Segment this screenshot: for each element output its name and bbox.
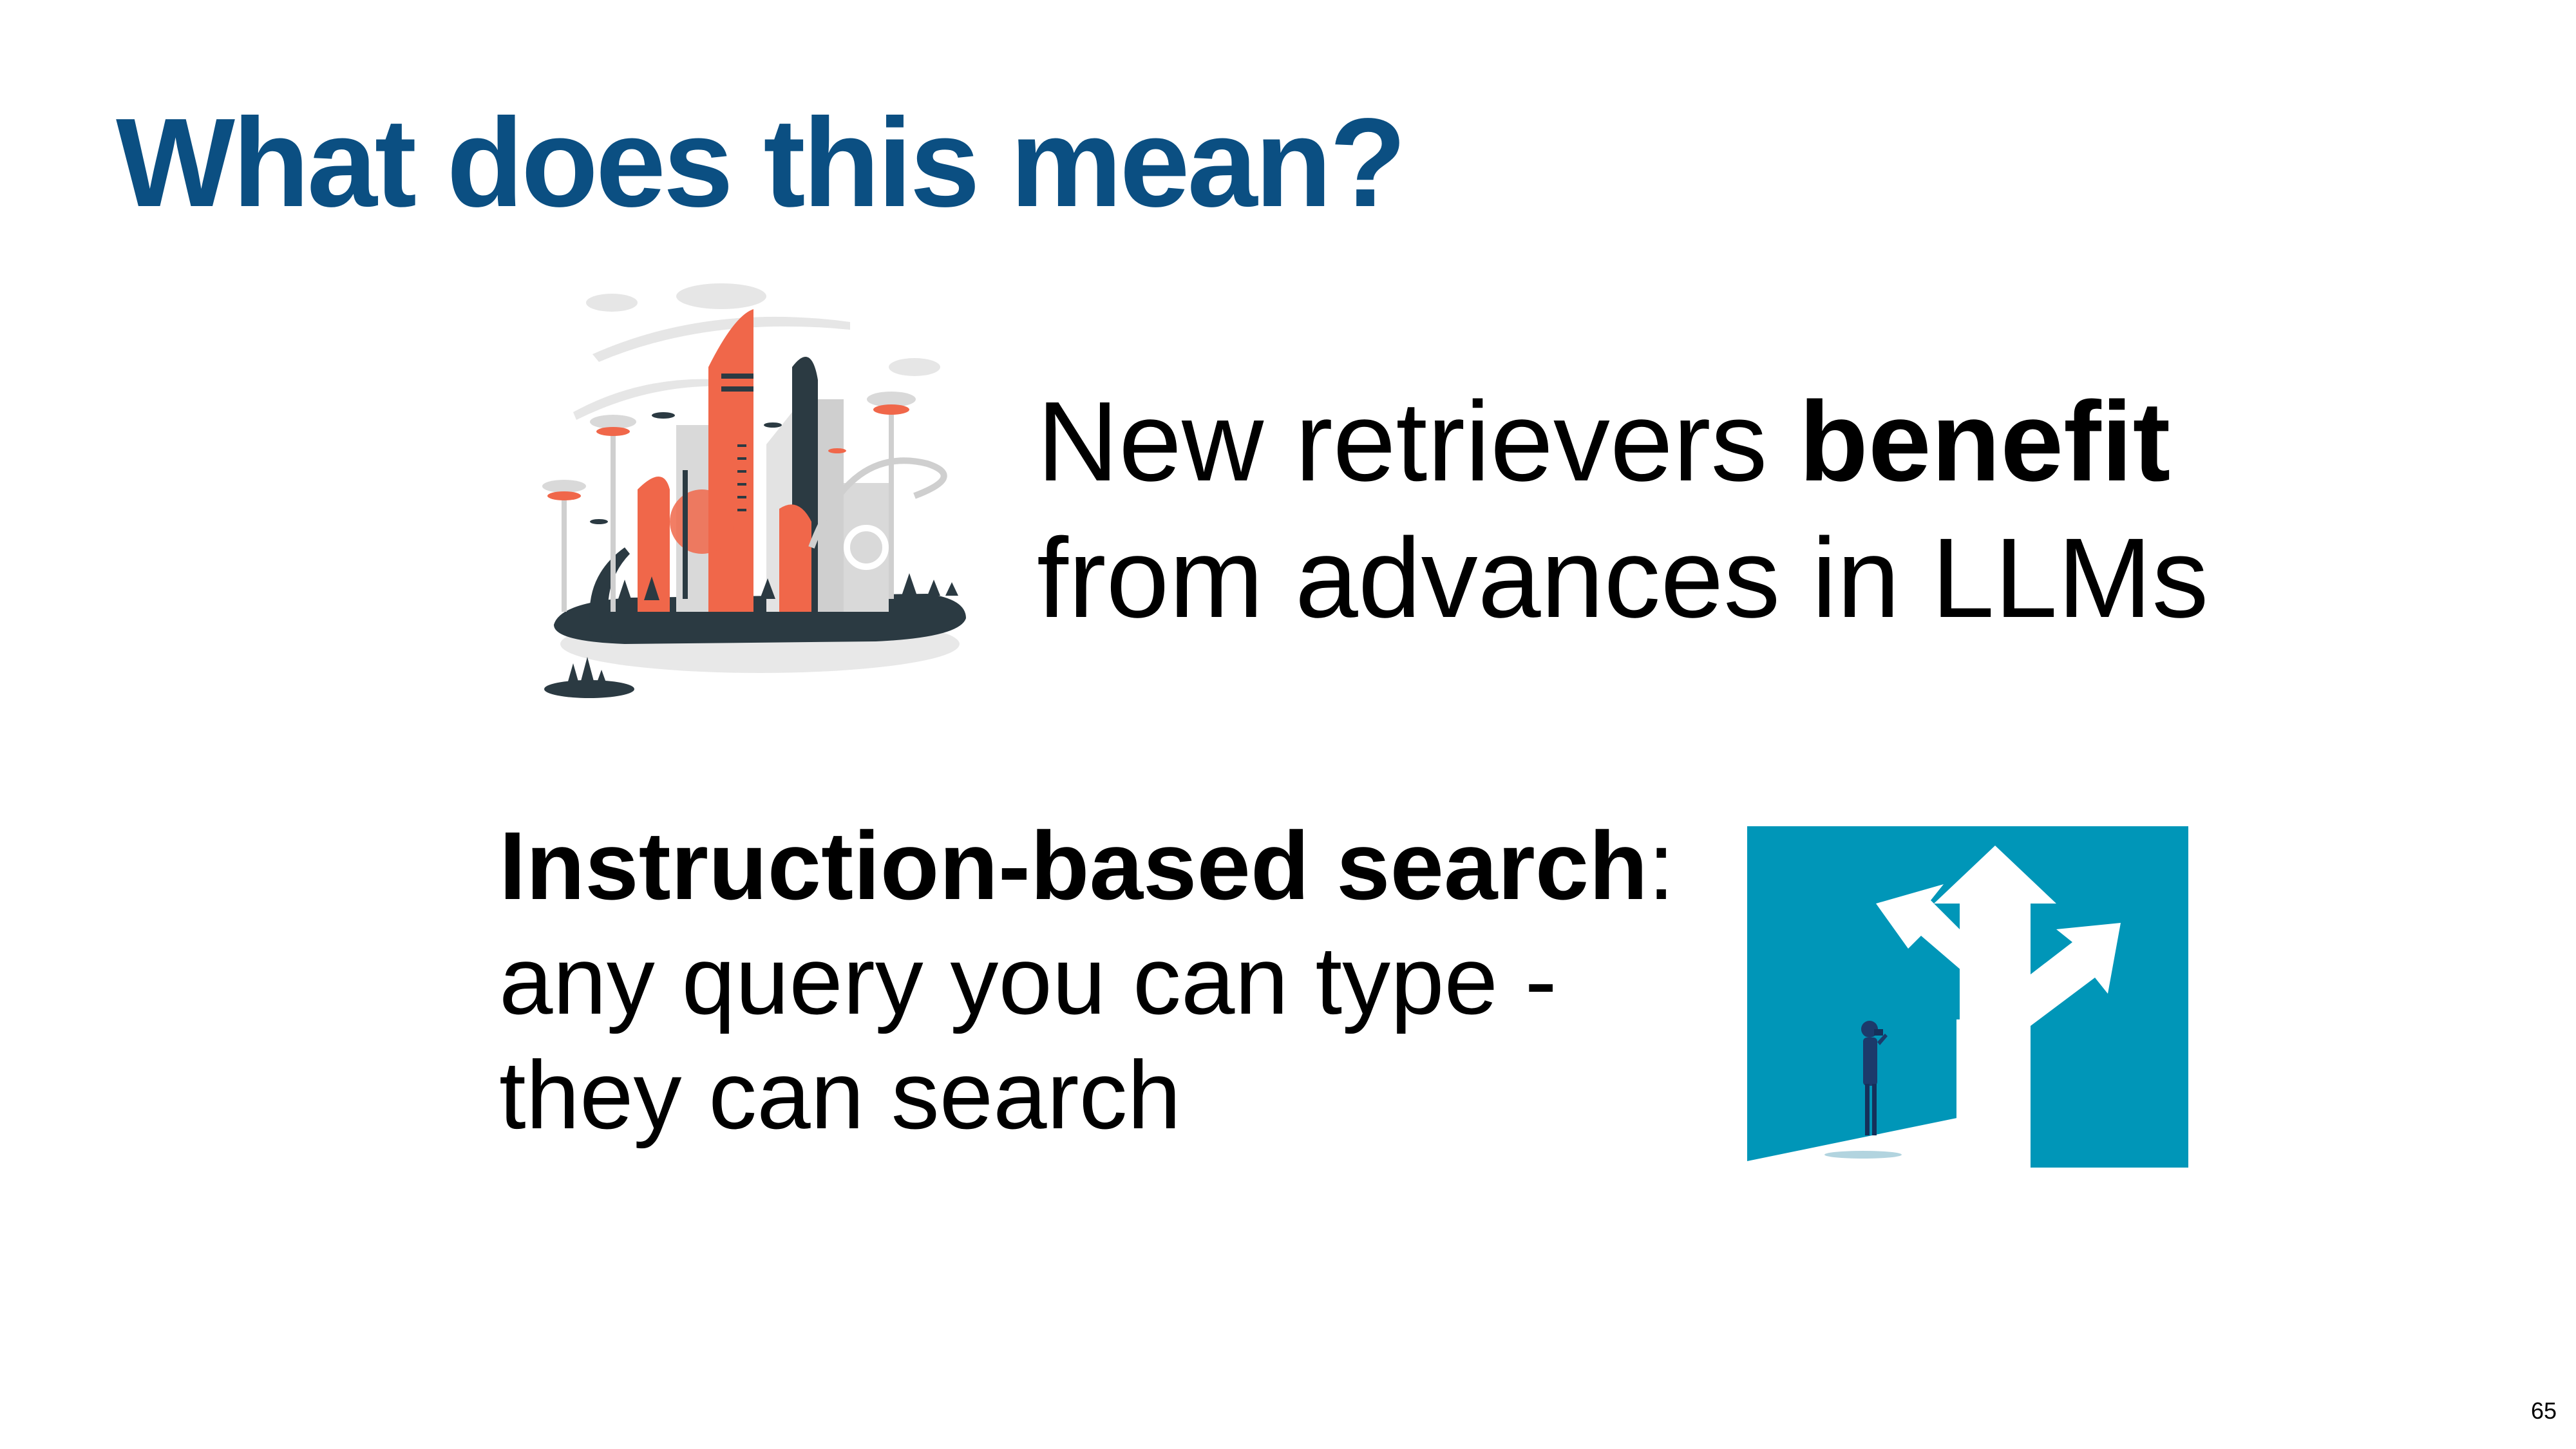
arrow-right: [2031, 923, 2121, 1026]
instruction-heading: Instruction-based search: [499, 811, 1648, 920]
small-island: [544, 680, 634, 698]
benefit-line-2: from advances in LLMs: [1037, 515, 2209, 641]
page-number: 65: [2530, 1397, 2557, 1424]
arrow-left: [1876, 884, 1966, 974]
flying-vehicles: [590, 412, 846, 524]
skyscrapers: [638, 309, 889, 612]
crossroads-arrows-illustration: [1747, 826, 2188, 1168]
instruction-colon: :: [1647, 811, 1675, 920]
trees: [618, 573, 958, 600]
antenna-towers: [542, 392, 916, 612]
benefit-statement: New retrievers benefit from advances in …: [1037, 374, 2208, 647]
arrow-up: [1934, 846, 2056, 936]
instruction-line-3: they can search: [499, 1041, 1181, 1149]
arrow-trunk: [1960, 923, 2031, 1155]
instruction-search-statement: Instruction-based search: any query you …: [499, 808, 1675, 1152]
benefit-emphasis: benefit: [1799, 379, 2171, 505]
instruction-heading-line: Instruction-based search:: [499, 808, 1675, 923]
benefit-line-1: New retrievers benefit: [1037, 374, 2208, 510]
benefit-line-1-text: New retrievers: [1037, 379, 1799, 505]
instruction-line-2: any query you can type -: [499, 926, 1557, 1034]
slide-title: What does this mean?: [116, 92, 1406, 233]
person-silhouette: [1824, 1021, 1902, 1159]
cloud-shapes: [573, 283, 940, 420]
futuristic-city-illustration: [542, 283, 966, 698]
